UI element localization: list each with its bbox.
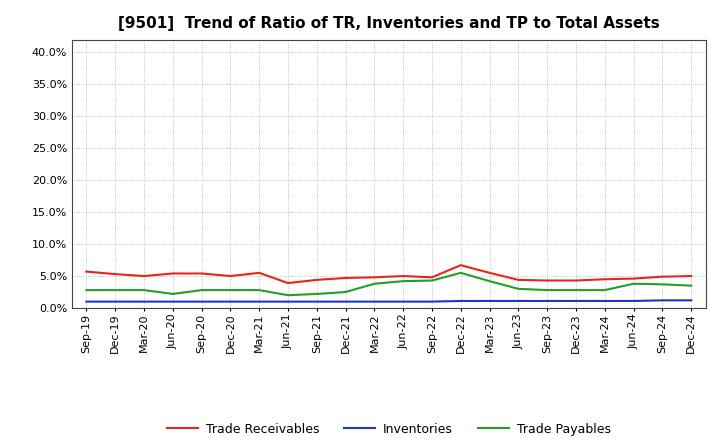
Trade Payables — [514, 286, 523, 291]
Inventories — [658, 298, 667, 303]
Trade Payables — [543, 287, 552, 293]
Trade Receivables — [428, 275, 436, 280]
Inventories — [629, 298, 638, 304]
Trade Receivables — [629, 276, 638, 281]
Trade Payables — [111, 287, 120, 293]
Trade Receivables — [341, 275, 350, 281]
Trade Payables — [226, 287, 235, 293]
Inventories — [370, 299, 379, 304]
Trade Payables — [197, 287, 206, 293]
Trade Receivables — [168, 271, 177, 276]
Trade Payables — [140, 287, 148, 293]
Trade Payables — [284, 293, 292, 298]
Trade Payables — [572, 287, 580, 293]
Trade Receivables — [312, 277, 321, 282]
Inventories — [226, 299, 235, 304]
Trade Payables — [370, 281, 379, 286]
Trade Payables — [687, 283, 696, 288]
Trade Payables — [312, 291, 321, 297]
Inventories — [82, 299, 91, 304]
Trade Receivables — [572, 278, 580, 283]
Trade Payables — [399, 279, 408, 284]
Trade Receivables — [600, 277, 609, 282]
Inventories — [399, 299, 408, 304]
Trade Receivables — [197, 271, 206, 276]
Line: Trade Payables: Trade Payables — [86, 273, 691, 295]
Trade Payables — [428, 278, 436, 283]
Trade Receivables — [255, 270, 264, 275]
Inventories — [514, 298, 523, 304]
Inventories — [168, 299, 177, 304]
Inventories — [255, 299, 264, 304]
Trade Payables — [600, 287, 609, 293]
Trade Receivables — [543, 278, 552, 283]
Inventories — [456, 298, 465, 304]
Trade Receivables — [111, 271, 120, 277]
Inventories — [687, 298, 696, 303]
Inventories — [600, 298, 609, 304]
Inventories — [312, 299, 321, 304]
Inventories — [543, 298, 552, 304]
Line: Trade Receivables: Trade Receivables — [86, 265, 691, 283]
Trade Payables — [658, 282, 667, 287]
Inventories — [284, 299, 292, 304]
Inventories — [341, 299, 350, 304]
Inventories — [197, 299, 206, 304]
Trade Receivables — [514, 277, 523, 282]
Title: [9501]  Trend of Ratio of TR, Inventories and TP to Total Assets: [9501] Trend of Ratio of TR, Inventories… — [118, 16, 660, 32]
Trade Receivables — [687, 273, 696, 279]
Trade Payables — [629, 281, 638, 286]
Trade Payables — [168, 291, 177, 297]
Inventories — [428, 299, 436, 304]
Trade Payables — [82, 287, 91, 293]
Trade Receivables — [370, 275, 379, 280]
Trade Receivables — [140, 273, 148, 279]
Trade Payables — [341, 290, 350, 295]
Trade Payables — [485, 279, 494, 284]
Inventories — [485, 298, 494, 304]
Inventories — [140, 299, 148, 304]
Trade Payables — [255, 287, 264, 293]
Trade Receivables — [456, 263, 465, 268]
Trade Receivables — [399, 273, 408, 279]
Trade Receivables — [82, 269, 91, 274]
Inventories — [572, 298, 580, 304]
Trade Payables — [456, 270, 465, 275]
Trade Receivables — [485, 270, 494, 275]
Trade Receivables — [226, 273, 235, 279]
Inventories — [111, 299, 120, 304]
Legend: Trade Receivables, Inventories, Trade Payables: Trade Receivables, Inventories, Trade Pa… — [162, 418, 616, 440]
Trade Receivables — [284, 280, 292, 286]
Trade Receivables — [658, 274, 667, 279]
